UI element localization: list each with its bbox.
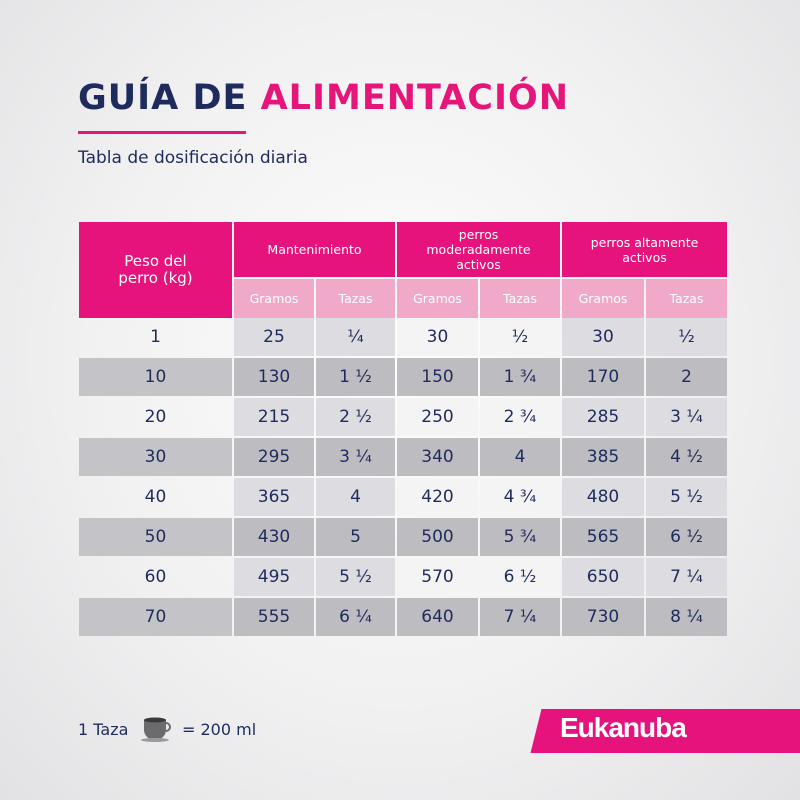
table-cell: 7 ¼ [646,558,727,596]
table-cell: 1 ¾ [480,358,560,396]
table-cell: 130 [234,358,314,396]
table-cell: 430 [234,518,314,556]
table-cell: 295 [234,438,314,476]
table-cell: 2 ½ [316,398,395,436]
sub-header: Tazas [480,279,560,318]
table-cell: 40 [144,487,167,507]
table-cell: ½ [480,318,560,356]
table-cell: 170 [562,358,644,396]
title-rule [78,131,246,134]
table-cell: 6 ½ [646,518,727,556]
table-cell: 5 ½ [316,558,395,596]
table-cell: 285 [562,398,644,436]
group-header: perros altamente activos [562,222,727,277]
table-cell: 3 ¼ [646,398,727,436]
table-cell: 2 ¾ [480,398,560,436]
table-cell: 555 [234,598,314,636]
table-cell: 50 [79,518,232,556]
table-cell: 3 ¼ [316,438,395,476]
table-cell: 6 ¼ [316,598,395,636]
subtitle: Tabla de dosificación diaria [78,148,308,168]
table-cell: 1 [150,327,161,347]
table-cell: 10 [79,358,232,396]
sub-header: Gramos [397,279,478,318]
table-cell: 215 [234,398,314,436]
group-header: perros moderadamente activos [397,222,560,277]
table-cell: 25 [234,318,314,356]
table-cell: 30 [397,318,478,356]
unit: 1 Taza [78,720,129,739]
table-cell: ¼ [316,318,395,356]
table-cell: 1 ½ [316,358,395,396]
table-cell: 8 ¼ [646,598,727,636]
brand: Eukanuba [560,712,687,743]
cup-icon [141,717,171,742]
table-cell: 5 ½ [646,478,727,516]
table-cell: 60 [144,567,167,587]
table-cell: 340 [397,438,478,476]
table-cell: ½ [646,318,727,356]
table-cell: 20 [144,407,167,427]
table-cell: 420 [397,478,478,516]
table-cell: 6 ½ [480,558,560,596]
group-header: Mantenimiento [234,222,395,277]
sub-header: Gramos [234,279,314,318]
table-cell: 5 ¾ [480,518,560,556]
table-cell: 730 [562,598,644,636]
sub-header: Gramos [562,279,644,318]
table-cell: 365 [234,478,314,516]
table-cell: 150 [397,358,478,396]
sub-header: Tazas [316,279,395,318]
table-cell: 5 [316,518,395,556]
table-cell: 4 [480,438,560,476]
corner-header: Peso del perro (kg) [79,222,232,318]
table-cell: 4 ¾ [480,478,560,516]
table-cell: 640 [397,598,478,636]
table-cell: 70 [79,598,232,636]
table-cell: 4 ½ [646,438,727,476]
title-dark: GUÍA DE [78,78,248,118]
table-cell: 30 [562,318,644,356]
table-cell: 4 [316,478,395,516]
table-cell: 385 [562,438,644,476]
sub-header: Tazas [646,279,727,318]
table-cell: 480 [562,478,644,516]
table-cell: 7 ¼ [480,598,560,636]
title: GUÍA DE ALIMENTACIÓN [78,78,569,118]
table-cell: 2 [646,358,727,396]
table-cell: 250 [397,398,478,436]
table-cell: 495 [234,558,314,596]
table-cell: 650 [562,558,644,596]
table-cell: 570 [397,558,478,596]
table-cell: 565 [562,518,644,556]
unit-equals: = 200 ml [182,720,257,739]
table-cell: 30 [79,438,232,476]
table-cell: 500 [397,518,478,556]
title-pink: ALIMENTACIÓN [260,78,570,118]
